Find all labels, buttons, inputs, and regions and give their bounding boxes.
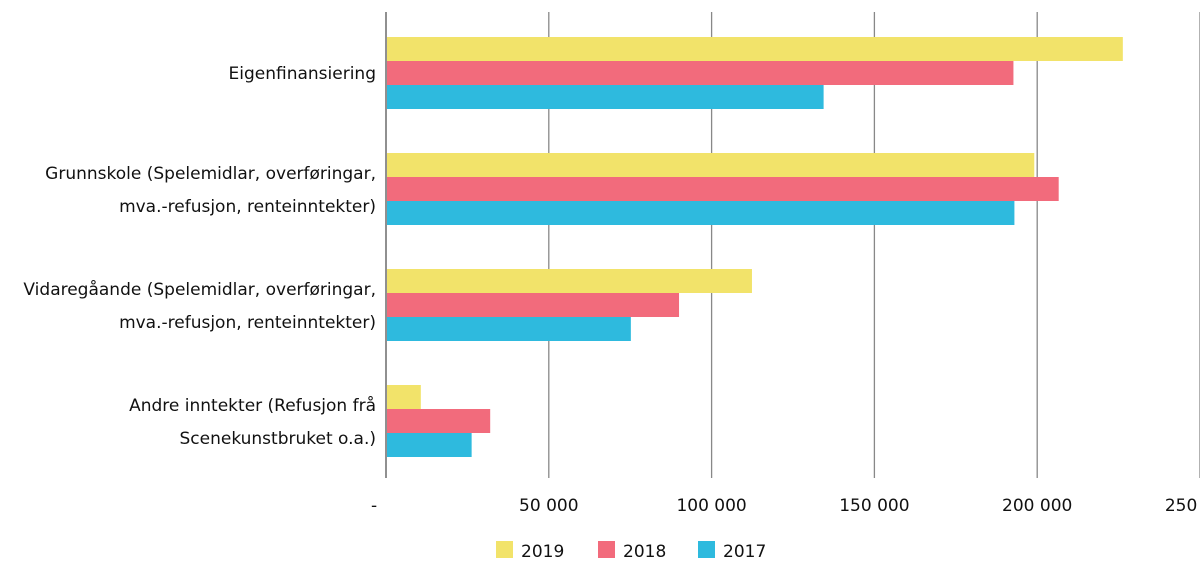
bar-2017	[387, 317, 631, 341]
bar-2018	[387, 177, 1059, 201]
legend-swatch-2017	[698, 541, 715, 558]
category-label: mva.-refusjon, renteinntekter)	[119, 197, 376, 217]
category-label: Eigenfinansiering	[229, 64, 376, 84]
legend-swatch-2019	[496, 541, 513, 558]
bar-2018	[387, 409, 491, 433]
bar-2019	[387, 385, 421, 409]
legend-label: 2017	[723, 542, 766, 562]
x-tick-label: 250 000	[1165, 496, 1200, 516]
bar-2017	[387, 433, 472, 457]
category-label: Andre inntekter (Refusjon frå	[129, 395, 376, 416]
legend-label: 2019	[521, 542, 564, 562]
legend-label: 2018	[623, 542, 666, 562]
category-label: Scenekunstbruket o.a.)	[179, 429, 376, 449]
category-label: mva.-refusjon, renteinntekter)	[119, 313, 376, 333]
x-tick-label: 50 000	[519, 496, 578, 516]
category-label: Vidaregåande (Spelemidlar, overføringar,	[23, 279, 376, 300]
x-tick-label: 150 000	[839, 496, 909, 516]
bar-2019	[387, 37, 1123, 61]
bar-2017	[387, 85, 824, 109]
bar-2017	[387, 201, 1015, 225]
bar-2019	[387, 153, 1035, 177]
category-label: Grunnskole (Spelemidlar, overføringar,	[45, 164, 376, 184]
bar-2018	[387, 61, 1014, 85]
bar-2018	[387, 293, 680, 317]
x-tick-label: -	[371, 496, 377, 516]
x-tick-label: 100 000	[676, 496, 746, 516]
legend-swatch-2018	[598, 541, 615, 558]
bar-2019	[387, 269, 752, 293]
x-tick-label: 200 000	[1002, 496, 1072, 516]
